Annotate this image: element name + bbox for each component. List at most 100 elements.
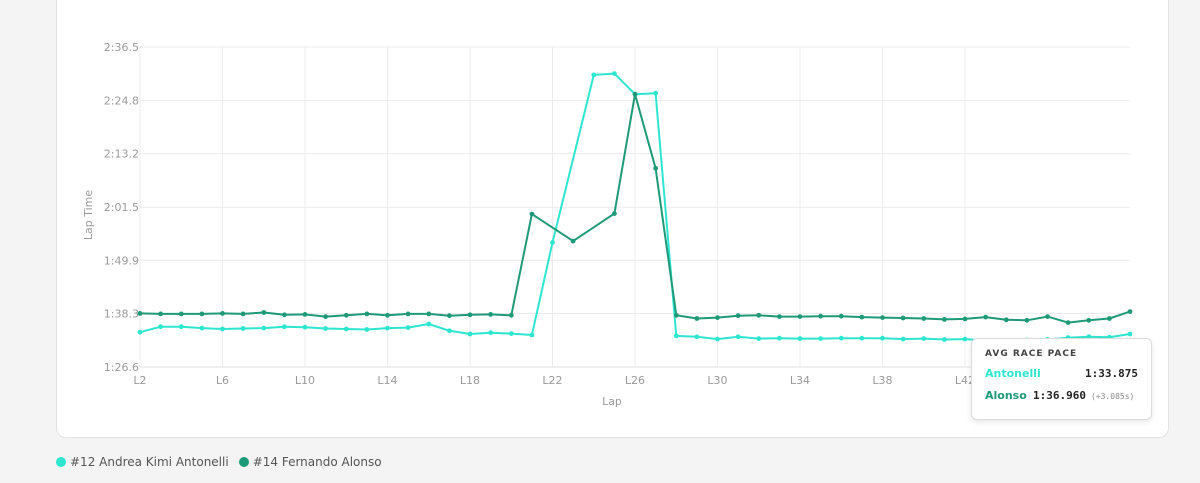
pace-row-antonelli: Antonelli 1:33.875 (985, 367, 1138, 389)
data-point (1107, 316, 1112, 321)
data-point (818, 336, 823, 341)
x-tick-label: L22 (542, 374, 562, 387)
data-point (302, 312, 308, 317)
data-point (673, 333, 679, 339)
y-axis: 1:26.6 1:38.3 1:49.9 2:01.5 2:13.2 2:24.8 2:36… (104, 41, 139, 374)
data-point (777, 335, 782, 341)
y-tick-label: 1:26.6 (104, 361, 139, 374)
series-alonso (137, 91, 1133, 325)
data-point (612, 71, 617, 76)
y-tick-label: 1:38.3 (104, 307, 139, 320)
data-point (158, 324, 164, 330)
y-tick-label: 2:01.5 (104, 201, 139, 214)
x-axis-title: Lap (602, 395, 622, 408)
data-point (694, 316, 700, 321)
lap-time-chart: 1:26.6 1:38.3 1:49.9 2:01.5 2:13.2 2:24.8 2:36… (82, 41, 1133, 408)
data-point (880, 335, 885, 341)
avg-race-pace-box: AVG RACE PACE Antonelli 1:33.875 Alonso … (971, 338, 1152, 420)
data-point (343, 312, 349, 318)
data-point (735, 334, 741, 340)
chart-legend: #12 Andrea Kimi Antonelli #14 Fernando A… (56, 455, 392, 469)
data-point (220, 326, 225, 332)
data-point (859, 314, 865, 320)
data-point (756, 336, 762, 341)
x-tick-label: L26 (625, 374, 645, 387)
data-point (508, 312, 514, 318)
y-tick-label: 2:13.2 (104, 148, 139, 161)
pace-delta: (+3.085s) (1090, 392, 1135, 401)
data-point (715, 315, 720, 320)
data-point (1127, 331, 1133, 337)
data-point (570, 238, 576, 244)
data-point (921, 336, 927, 341)
data-point (632, 91, 638, 97)
y-tick-label: 2:36.5 (104, 41, 139, 54)
data-point (838, 313, 844, 319)
data-point (653, 165, 658, 171)
y-tick-label: 1:49.9 (104, 254, 139, 267)
x-tick-label: L38 (872, 374, 892, 387)
data-point (137, 329, 143, 335)
data-point (220, 311, 225, 316)
legend-dot-icon (56, 457, 66, 467)
x-tick-label: L14 (377, 374, 397, 387)
series-line (139, 72, 1131, 342)
data-point (838, 335, 844, 341)
legend-item-alonso[interactable]: #14 Fernando Alonso (238, 455, 382, 469)
pace-driver-name: Antonelli (985, 367, 1041, 380)
data-point (323, 314, 328, 319)
data-point (261, 310, 267, 315)
data-point (467, 331, 473, 337)
data-point (1024, 317, 1030, 323)
series-lines (137, 71, 1133, 343)
data-point (735, 313, 741, 319)
data-point (282, 324, 287, 330)
legend-item-antonelli[interactable]: #12 Andrea Kimi Antonelli (56, 455, 229, 469)
data-point (715, 336, 720, 342)
data-point (178, 311, 184, 317)
series-antonelli (137, 71, 1133, 343)
data-point (900, 315, 906, 321)
data-point (488, 312, 493, 317)
data-point (508, 331, 514, 336)
data-point (385, 312, 390, 318)
data-point (612, 211, 617, 217)
data-point (591, 72, 597, 78)
x-tick-label: L18 (460, 374, 480, 387)
data-point (880, 315, 885, 320)
data-point (364, 327, 370, 332)
data-point (364, 311, 370, 317)
data-point (1086, 334, 1092, 340)
data-point (199, 311, 205, 317)
data-point (447, 328, 452, 334)
data-point (261, 325, 267, 331)
data-point (1045, 314, 1050, 319)
pace-time: 1:33.875 (1085, 367, 1138, 380)
data-point (983, 314, 988, 320)
data-point (240, 311, 246, 317)
data-point (673, 312, 679, 318)
data-point (488, 330, 493, 336)
x-tick-label: L10 (295, 374, 315, 387)
data-point (240, 326, 246, 331)
data-point (962, 336, 968, 342)
x-tick-label: L34 (790, 374, 810, 387)
data-point (942, 317, 947, 322)
pace-row-alonso: Alonso 1:36.960 (+3.085s) (985, 389, 1138, 411)
x-axis: L2 L6 L10 L14 L18 L22 L26 L30 L34 L38 L42 (133, 374, 975, 387)
data-point (282, 312, 287, 318)
data-point (942, 337, 947, 342)
data-point (1127, 309, 1133, 314)
data-point (426, 311, 432, 317)
data-point (694, 334, 700, 340)
data-point (137, 311, 143, 316)
data-point (859, 335, 865, 341)
data-point (797, 336, 803, 341)
data-point (1065, 320, 1071, 325)
pace-box-title: AVG RACE PACE (985, 349, 1078, 359)
pace-time: 1:36.960 (1033, 389, 1086, 402)
data-point (921, 316, 927, 321)
x-tick-label: L30 (707, 374, 727, 387)
data-point (343, 326, 349, 332)
data-point (405, 311, 411, 317)
